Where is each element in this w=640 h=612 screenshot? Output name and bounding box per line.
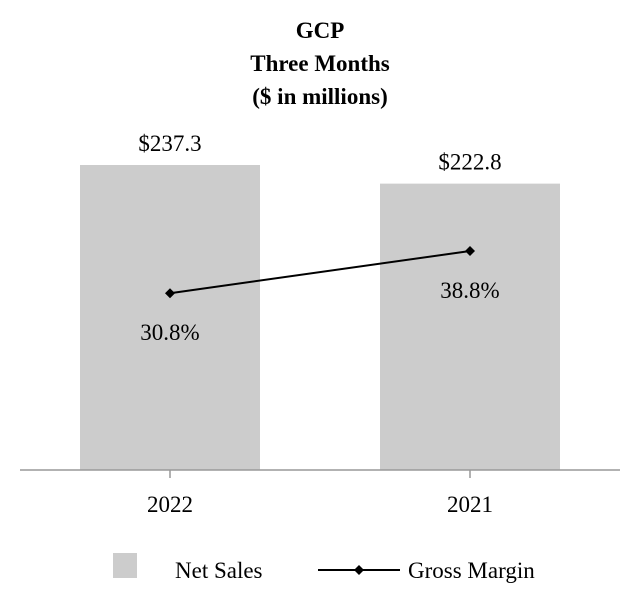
- legend-gross-margin-label: Gross Margin: [408, 558, 535, 583]
- net-sales-value-label-2021: $222.8: [438, 150, 501, 175]
- net-sales-bars: [80, 165, 560, 470]
- data-labels: $237.3 $222.8 30.8% 38.8%: [138, 131, 501, 345]
- x-tick-label-2021: 2021: [447, 492, 493, 517]
- chart-title-line-3: ($ in millions): [252, 84, 387, 109]
- net-sales-bar-2022: [80, 165, 260, 470]
- gross-margin-line: [169, 250, 471, 295]
- legend-net-sales-label: Net Sales: [175, 558, 263, 583]
- x-tick-label-2022: 2022: [147, 492, 193, 517]
- gross-margin-series: [165, 246, 475, 299]
- net-sales-value-label-2022: $237.3: [138, 131, 201, 156]
- gross-margin-value-label-2021: 38.8%: [440, 278, 499, 303]
- legend: Net Sales Gross Margin: [113, 553, 535, 583]
- gross-margin-point-2021: [465, 246, 475, 257]
- chart-title-line-1: GCP: [296, 18, 345, 43]
- net-sales-bar-2021: [380, 183, 560, 470]
- gross-margin-value-label-2022: 30.8%: [140, 320, 199, 345]
- legend-gross-margin-marker: [354, 565, 364, 575]
- x-axis: 2022 2021: [20, 469, 620, 517]
- legend-net-sales-swatch: [113, 553, 137, 578]
- chart-title-line-2: Three Months: [250, 51, 390, 76]
- gross-margin-point-2022: [165, 288, 175, 299]
